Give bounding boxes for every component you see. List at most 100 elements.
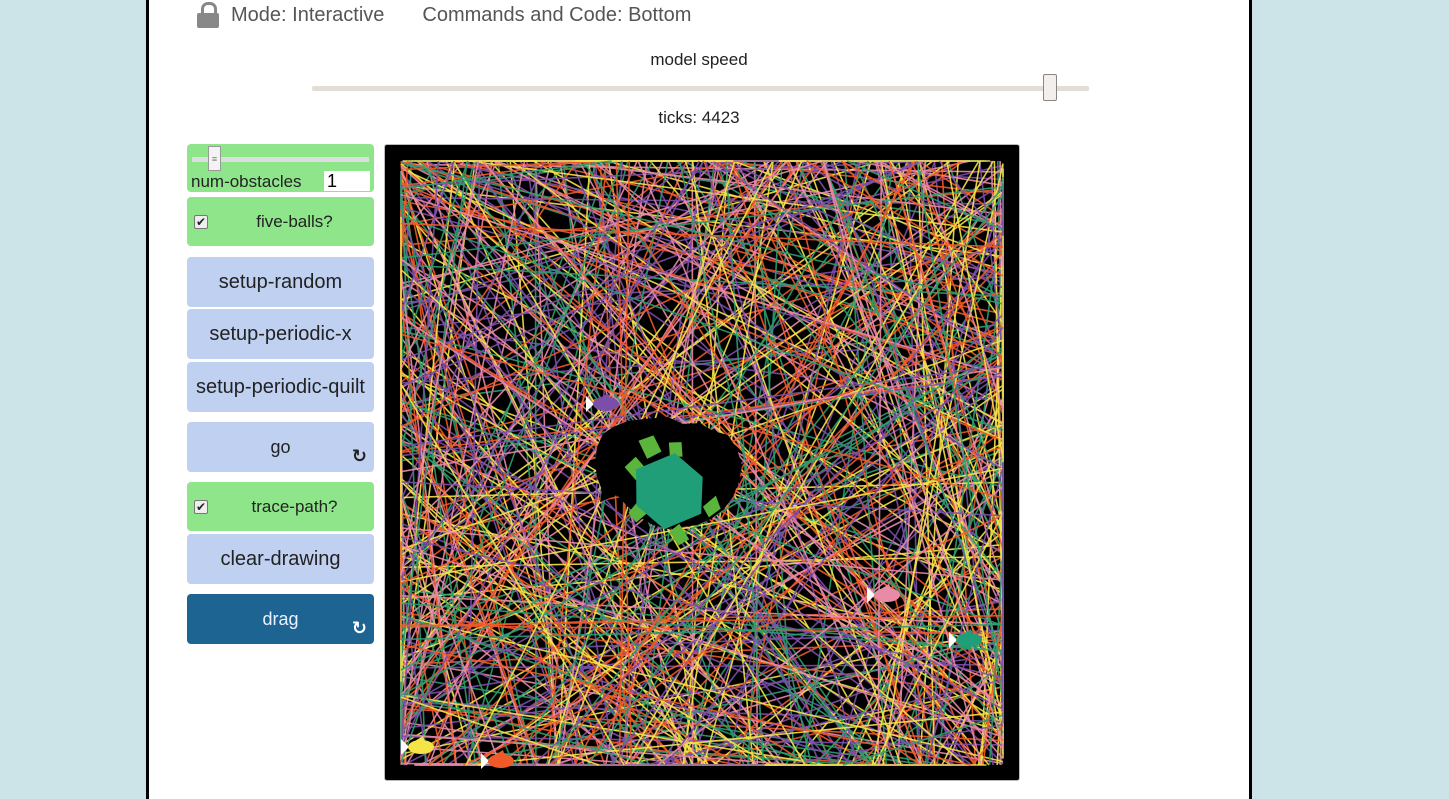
trace-line [624, 160, 980, 766]
trace-line [400, 623, 1004, 641]
trace-line [400, 467, 1004, 583]
five-balls-switch[interactable]: ✔ five-balls? [187, 197, 374, 246]
trace-line [400, 214, 1004, 431]
trace-line [877, 160, 883, 766]
turtle-icon [624, 435, 721, 546]
num-obstacles-label: num-obstacles [191, 172, 302, 191]
fish-icon [481, 750, 514, 769]
trace-line [586, 194, 1004, 766]
drag-button[interactable]: drag ↻ [187, 594, 374, 644]
trace-line [741, 160, 1004, 299]
trace-line [612, 160, 928, 766]
trace-line [400, 160, 736, 584]
trace-line [664, 639, 1004, 766]
trace-line [762, 160, 1004, 721]
trace-path-switch[interactable]: ✔ trace-path? [187, 482, 374, 531]
trace-line [400, 160, 569, 360]
setup-periodic-x-button[interactable]: setup-periodic-x [187, 309, 374, 359]
trace-line [400, 160, 963, 428]
trace-line [400, 745, 659, 766]
trace-line [400, 213, 616, 766]
trace-line [469, 160, 1004, 233]
trace-line [400, 349, 1004, 697]
trace-line [462, 514, 1004, 766]
setup-periodic-quilt-button[interactable]: setup-periodic-quilt [187, 362, 374, 412]
trace-line [400, 160, 788, 536]
trace-line [400, 160, 617, 171]
trace-line [549, 430, 1004, 766]
trace-line [462, 639, 1004, 766]
trace-line [730, 160, 919, 766]
trace-line [918, 160, 1004, 410]
num-obstacles-thumb[interactable]: ≡ [208, 146, 221, 171]
trace-line [551, 160, 1004, 215]
trace-line [400, 555, 1004, 569]
trace-line [400, 234, 575, 766]
five-balls-checkbox[interactable]: ✔ [194, 214, 208, 229]
trace-line [400, 545, 771, 766]
trace-line [842, 714, 1004, 766]
trace-line [400, 624, 1004, 635]
trace-line [888, 160, 1004, 551]
trace-line [830, 160, 1004, 671]
world-canvas[interactable] [385, 145, 1019, 780]
trace-line [400, 160, 926, 361]
trace-line [916, 160, 1004, 702]
fish-icon [949, 629, 982, 648]
trace-line [400, 691, 650, 766]
clear-drawing-label: clear-drawing [220, 547, 341, 570]
commands-position-toggle[interactable]: Commands and Code: Bottom [422, 3, 692, 26]
trace-line [846, 653, 1004, 766]
trace-line [400, 160, 439, 756]
model-speed-slider-thumb[interactable] [1043, 74, 1057, 101]
trace-line [400, 161, 1004, 305]
five-balls-label: five-balls? [256, 211, 333, 231]
model-speed-slider[interactable] [312, 86, 1089, 91]
trace-path-checkbox[interactable]: ✔ [194, 499, 208, 514]
trace-line [446, 371, 1004, 766]
trace-line [473, 388, 1004, 766]
trace-line [400, 511, 684, 766]
trace-line [400, 616, 864, 766]
num-obstacles-slider[interactable]: ≡ num-obstacles [187, 144, 374, 192]
drag-label: drag [262, 608, 299, 629]
trace-line [400, 160, 480, 576]
trace-line [400, 351, 1004, 722]
ticks-counter: ticks: 4423 [658, 108, 740, 127]
lock-icon[interactable] [197, 2, 219, 28]
trace-line [400, 170, 689, 766]
trace-line [578, 160, 922, 766]
trace-line [649, 160, 1004, 582]
clear-drawing-button[interactable]: clear-drawing [187, 534, 374, 584]
trace-line [738, 160, 862, 766]
trace-line [400, 364, 1004, 447]
trace-line [400, 160, 526, 765]
fish-icon [401, 736, 434, 755]
trace-line [400, 643, 971, 766]
num-obstacles-value[interactable] [324, 171, 370, 191]
trace-line [993, 160, 1004, 681]
trace-line [657, 485, 1004, 766]
world-view[interactable] [384, 144, 1020, 781]
num-obstacles-track[interactable] [192, 157, 369, 162]
setup-random-button[interactable]: setup-random [187, 257, 374, 307]
go-button[interactable]: go ↻ [187, 422, 374, 472]
trace-line [806, 160, 1004, 277]
setup-periodic-x-label: setup-periodic-x [209, 322, 352, 345]
trace-line [705, 160, 858, 766]
trace-line [988, 551, 1004, 766]
mode-toggle[interactable]: Mode: Interactive [231, 3, 385, 26]
trace-line [400, 446, 1004, 651]
top-bar: Mode: Interactive Commands and Code: Bot… [197, 2, 691, 28]
trace-line [400, 614, 1004, 627]
trace-line [400, 527, 1004, 581]
trace-line [400, 160, 498, 370]
trace-line [400, 185, 1004, 259]
trace-line [400, 383, 625, 766]
trace-line [400, 442, 1004, 761]
trace-line [646, 679, 1004, 766]
trace-line [400, 615, 1004, 763]
trace-line [747, 160, 783, 766]
fish-icon [586, 393, 619, 412]
trace-line [846, 160, 1004, 231]
